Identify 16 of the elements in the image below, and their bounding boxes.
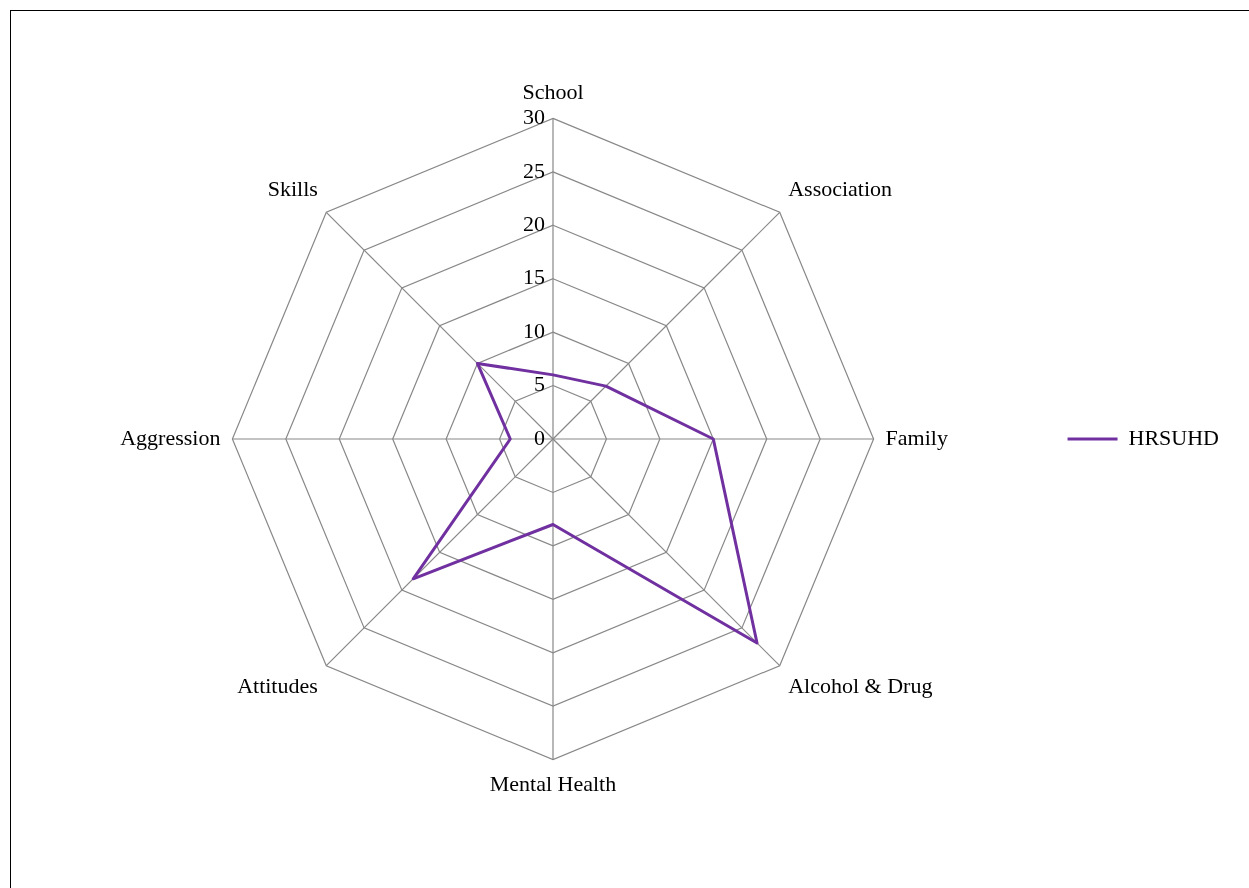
spoke-label: Attitudes <box>237 673 318 699</box>
spoke-label: Alcohol & Drug <box>788 673 933 699</box>
legend-label: HRSUHD <box>1128 424 1220 450</box>
y-tick-label: 20 <box>523 211 545 237</box>
y-tick-label: 0 <box>534 424 545 450</box>
spoke-label: Mental Health <box>489 770 617 796</box>
y-tick-label: 5 <box>534 371 545 397</box>
spoke-label: School <box>522 78 584 104</box>
y-tick-label: 25 <box>523 157 545 183</box>
y-tick-label: 30 <box>523 104 545 130</box>
spoke-label: Family <box>885 424 948 450</box>
spoke-label: Aggression <box>120 424 221 450</box>
spoke-label: Association <box>788 176 893 202</box>
spoke-label: Skills <box>267 176 318 202</box>
y-tick-label: 15 <box>523 264 545 290</box>
y-tick-label: 10 <box>523 317 545 343</box>
